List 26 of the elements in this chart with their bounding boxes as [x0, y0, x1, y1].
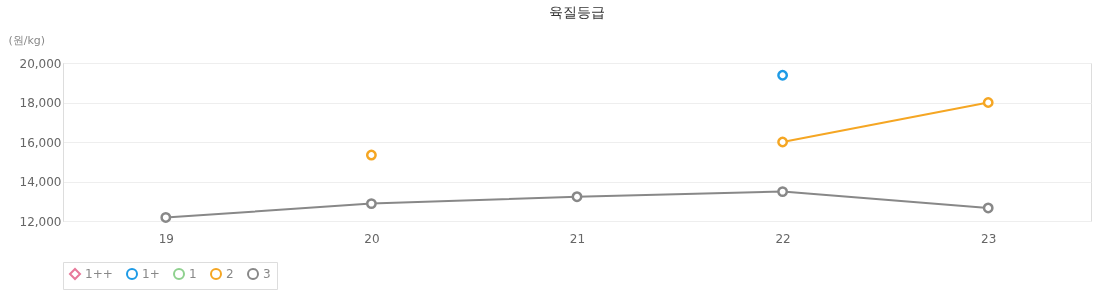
y-axis-title: (원/kg)	[8, 33, 46, 47]
legend-label: 2	[226, 267, 234, 281]
point	[571, 191, 583, 203]
legend-label: 1++	[85, 267, 113, 281]
y-tick-label: 18,000	[19, 96, 62, 110]
x-tick-label: 23	[981, 231, 997, 246]
y-tick-label: 20,000	[19, 56, 62, 71]
y-tick-label: 12,000	[19, 214, 62, 229]
x-tick-label: 19	[158, 231, 174, 246]
y-tick-label: 14,000	[19, 175, 62, 189]
x-tick-label: 20	[364, 231, 380, 246]
point	[365, 198, 377, 210]
x-tick-label: 22	[775, 231, 791, 246]
point	[160, 212, 172, 223]
chart-title: 육질등급	[549, 4, 605, 20]
point	[982, 97, 994, 108]
legend-label: 3	[263, 267, 271, 281]
point	[982, 202, 994, 214]
point	[777, 136, 789, 148]
legend-label: 1	[189, 267, 197, 281]
y-tick-label: 16,000	[19, 135, 62, 150]
point	[365, 149, 377, 161]
legend-label: 1+	[142, 267, 160, 281]
point	[777, 186, 789, 197]
point	[777, 69, 789, 81]
x-tick-label: 21	[569, 231, 586, 246]
